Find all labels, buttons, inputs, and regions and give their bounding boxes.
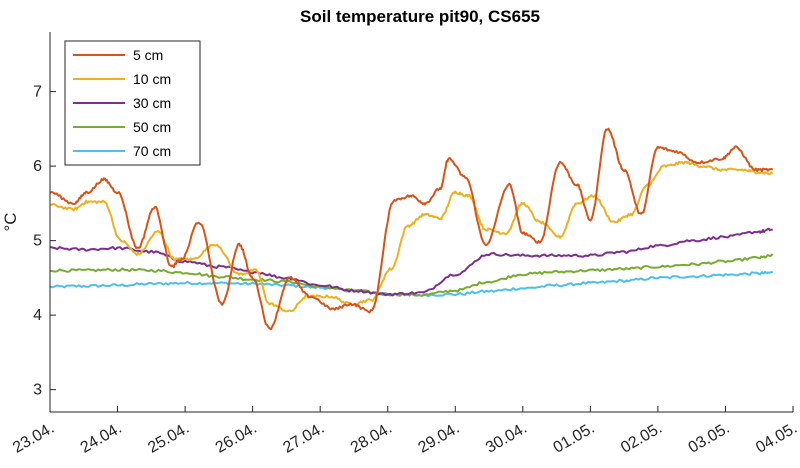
y-axis-label: °C xyxy=(1,212,20,231)
x-tick-label: 02.05. xyxy=(618,420,665,457)
series-line-10-cm xyxy=(49,160,774,313)
x-tick-label: 01.05. xyxy=(551,420,598,457)
legend-label: 70 cm xyxy=(133,143,171,159)
series-lines xyxy=(49,127,774,331)
x-tick-label: 25.04. xyxy=(145,420,192,457)
x-tick-label: 30.04. xyxy=(483,420,530,457)
x-axis-ticks: 23.04. 24.04. 25.04. 26.04. 27.04. 28.04. 29.0… xyxy=(10,406,800,457)
x-tick-label: 23.04. xyxy=(10,420,57,457)
series-line-50-cm xyxy=(49,253,774,297)
y-tick-label: 6 xyxy=(33,158,42,175)
x-tick-label: 03.05. xyxy=(686,420,733,457)
x-tick-label: 04.05. xyxy=(753,420,800,457)
x-tick-label: 29.04. xyxy=(415,420,462,457)
x-tick-label: 28.04. xyxy=(348,420,395,457)
y-tick-label: 3 xyxy=(33,382,42,399)
legend: 5 cm 10 cm 30 cm 50 cm 70 cm xyxy=(64,40,201,166)
x-tick-label: 24.04. xyxy=(78,420,125,457)
legend-label: 5 cm xyxy=(133,47,163,63)
y-tick-label: 7 xyxy=(33,84,42,101)
x-tick-label: 27.04. xyxy=(280,420,327,457)
axes xyxy=(49,32,793,413)
series-line-5-cm xyxy=(49,127,774,331)
y-axis-ticks: 3 4 5 6 7 xyxy=(33,84,56,399)
x-tick-label: 26.04. xyxy=(213,420,260,457)
legend-label: 30 cm xyxy=(133,95,171,111)
legend-label: 50 cm xyxy=(133,119,171,135)
y-tick-label: 5 xyxy=(33,233,42,250)
y-tick-label: 4 xyxy=(33,307,42,324)
legend-label: 10 cm xyxy=(133,71,171,87)
chart-title: Soil temperature pit90, CS655 xyxy=(300,7,540,26)
